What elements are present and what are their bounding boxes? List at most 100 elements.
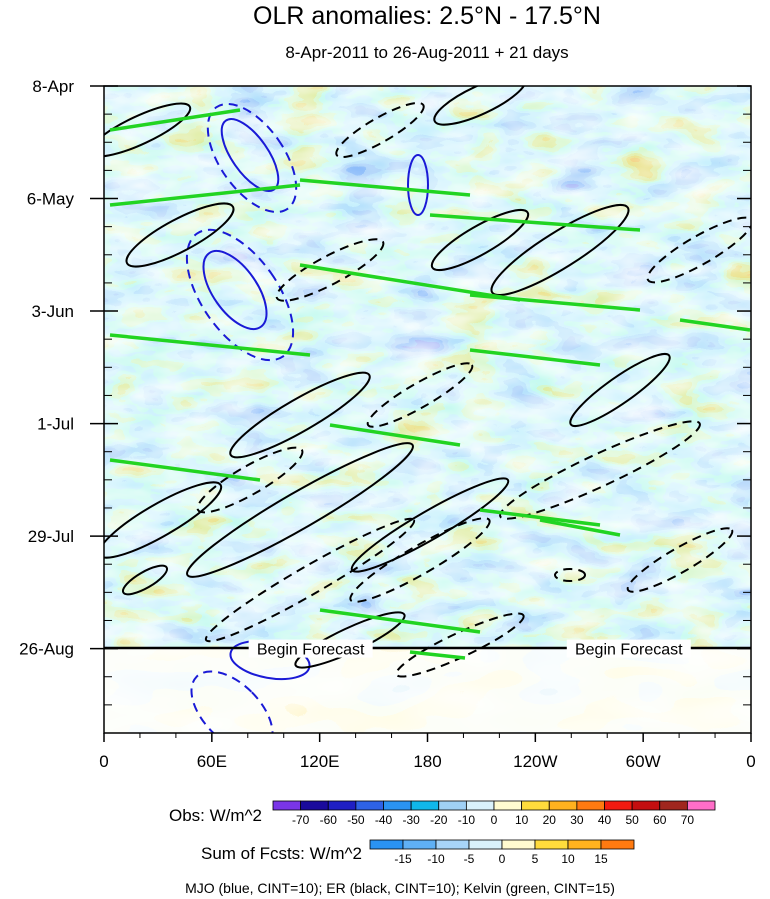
fcst-colorbar-swatch [402,839,437,850]
fcst-colorbar-label: Sum of Fcsts: W/m^2 [201,844,362,863]
kelvin-contour [409,650,466,660]
mjo-contour [407,154,429,216]
y-tick-label-4: 29-Jul [28,527,74,546]
obs-colorbar-level-label: 40 [598,813,612,827]
er-contour [569,352,671,428]
obs-colorbar-level-label: -10 [458,813,476,827]
er-contour [433,86,527,126]
obs-colorbar-swatch [272,800,302,811]
obs-colorbar-label: Obs: W/m^2 [169,806,262,825]
obs-colorbar-level-label: -60 [320,813,338,827]
obs-colorbar: -70 -60 -50 -40 -30 -20 -10 0 10 20 30 40 50 60 70 [272,800,716,827]
obs-colorbar-level-label: 10 [515,813,529,827]
forecast-label-1: Begin Forecast [575,642,683,659]
er-contour [121,564,169,596]
chart-subtitle: 8-Apr-2011 to 26-Aug-2011 + 21 days [285,43,568,62]
obs-colorbar-level-label: 70 [681,813,695,827]
fcst-colorbar-swatch [435,839,470,850]
x-tick-label-0: 0 [99,752,108,771]
obs-colorbar-swatch [438,800,467,811]
fcst-colorbar-swatch [567,839,602,850]
obs-colorbar-swatch [659,800,688,811]
er-contour [204,517,416,643]
obs-colorbar-level-label: 50 [625,813,639,827]
fcst-colorbar-level-label: 5 [532,852,539,866]
kelvin-contour [429,213,641,232]
y-axis: 8-Apr 6-May 3-Jun 1-Jul 29-Jul 26-Aug [19,77,751,706]
obs-colorbar-swatch [686,800,716,811]
obs-colorbar-swatch [548,800,578,811]
kelvin-contour [299,178,471,197]
x-tick-label-4: 120W [513,752,557,771]
obs-colorbar-level-label: -30 [402,813,420,827]
wave-contours [104,86,751,733]
obs-colorbar-swatch [521,800,550,811]
forecast-label-bg-1 [566,639,691,658]
forecast-anomaly-field [104,648,751,733]
er-contour [335,101,425,159]
er-contour [229,371,371,459]
er-contour [395,612,525,678]
mjo-contour [190,670,274,733]
fcst-colorbar-swatch [501,839,536,850]
fcst-colorbar-level-label: -10 [427,852,445,866]
fcst-colorbar-swatch [600,839,635,850]
kelvin-contour [469,293,641,312]
er-contour [554,568,586,582]
er-contour [275,238,385,302]
er-contour [430,208,530,272]
mjo-contour [202,250,268,330]
obs-colorbar-swatch [383,800,412,811]
x-tick-label-5: 60W [626,752,661,771]
fcst-colorbar-swatch [468,839,503,850]
kelvin-contour [319,608,481,634]
obs-colorbar-swatch [465,800,495,811]
er-contour [104,481,223,559]
obs-colorbar-swatch [631,800,661,811]
er-contour [499,420,701,520]
fcst-colorbar-swatch [534,839,569,850]
forecast-label-bg-0 [248,639,373,658]
obs-colorbar-swatch [300,800,329,811]
er-contour [646,216,751,284]
fcst-colorbar: -15 -10 -5 0 5 10 15 [369,839,635,866]
er-contour [349,517,491,603]
x-tick-label-1: 60E [197,752,227,771]
er-contour [186,442,414,578]
y-tick-label-1: 6-May [27,190,75,209]
obs-colorbar-level-label: 30 [570,813,584,827]
y-tick-label-3: 1-Jul [37,415,74,434]
er-contour [366,362,474,428]
contour-note: MJO (blue, CINT=10); ER (black, CINT=10)… [185,880,615,896]
er-contour [196,446,304,514]
obs-colorbar-level-label: 0 [491,813,498,827]
kelvin-contour [109,458,261,482]
kelvin-contour [539,518,621,537]
obs-colorbar-level-label: -40 [375,813,393,827]
y-tick-label-0: 8-Apr [32,77,74,96]
mjo-contour [185,228,295,362]
obs-colorbar-swatch [576,800,605,811]
obs-colorbar-level-label: -70 [292,813,310,827]
fcst-colorbar-level-label: 10 [561,852,575,866]
x-tick-label-6: 0 [746,752,755,771]
kelvin-contour [479,508,601,527]
x-tick-label-3: 180 [413,752,441,771]
fcst-colorbar-swatch [369,839,404,850]
obs-colorbar-swatch [410,800,440,811]
obs-colorbar-level-label: -50 [347,813,365,827]
y-tick-label-5: 26-Aug [19,640,74,659]
er-contour [104,102,192,158]
er-contour [626,527,734,593]
fcst-colorbar-level-label: -5 [464,852,475,866]
fcst-colorbar-level-label: 15 [594,852,608,866]
chart-title: OLR anomalies: 2.5°N - 17.5°N [253,2,601,30]
kelvin-contour [329,423,461,447]
obs-colorbar-swatch [493,800,523,811]
kelvin-contour [109,183,301,207]
obs-colorbar-level-label: 60 [653,813,667,827]
er-contour [490,203,630,297]
forecast-labels: Begin Forecast Begin Forecast [248,639,691,659]
kelvin-contour [109,108,241,132]
